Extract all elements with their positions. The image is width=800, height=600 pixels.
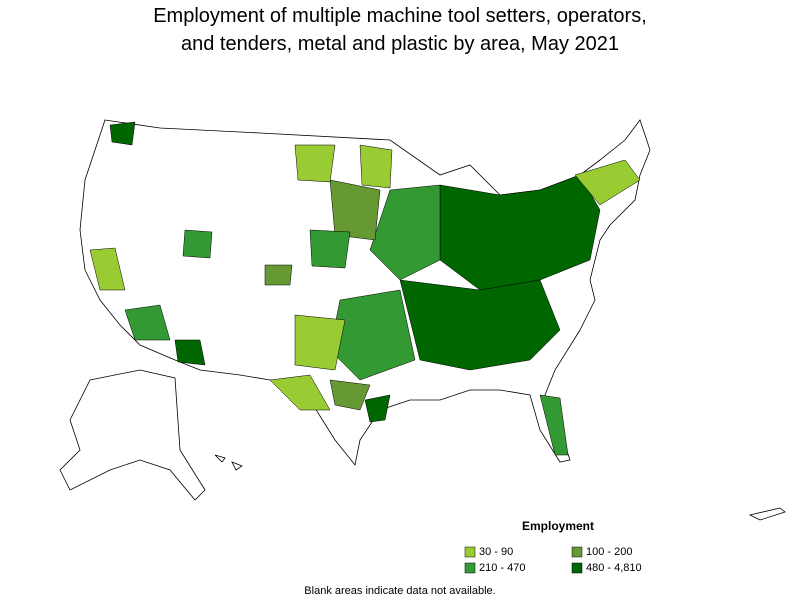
area [109, 121, 136, 146]
legend-label: 210 - 470 [479, 562, 525, 574]
area [174, 339, 206, 366]
area [294, 314, 346, 371]
legend-swatch [464, 546, 476, 558]
title-line: Employment of multiple machine tool sett… [153, 5, 647, 27]
legend-label: 100 - 200 [586, 546, 632, 558]
area [182, 229, 213, 259]
area [294, 144, 336, 183]
note: Blank areas indicate data not available. [304, 585, 495, 597]
area [264, 264, 293, 286]
legend-label: 480 - 4,810 [586, 562, 642, 574]
legend-label: 30 - 90 [479, 546, 513, 558]
area [89, 247, 126, 291]
area [364, 394, 391, 423]
hawaii [214, 454, 786, 521]
map [59, 119, 786, 521]
area [574, 159, 641, 206]
legend-swatch [464, 562, 476, 574]
legend: Employment 30 - 90 100 - 200 210 - 470 480 … [464, 519, 642, 574]
area [359, 144, 393, 189]
area [329, 379, 371, 411]
area [539, 394, 569, 456]
legend-swatch [571, 562, 583, 574]
area [124, 304, 171, 341]
area [329, 179, 381, 241]
area [439, 174, 601, 291]
title-line: and tenders, metal and plastic by area, … [181, 33, 619, 55]
legend-title: Employment [522, 519, 594, 533]
area [309, 229, 351, 269]
area [399, 279, 561, 371]
legend-swatch [571, 546, 583, 558]
alaska [59, 369, 206, 501]
area [269, 374, 331, 411]
